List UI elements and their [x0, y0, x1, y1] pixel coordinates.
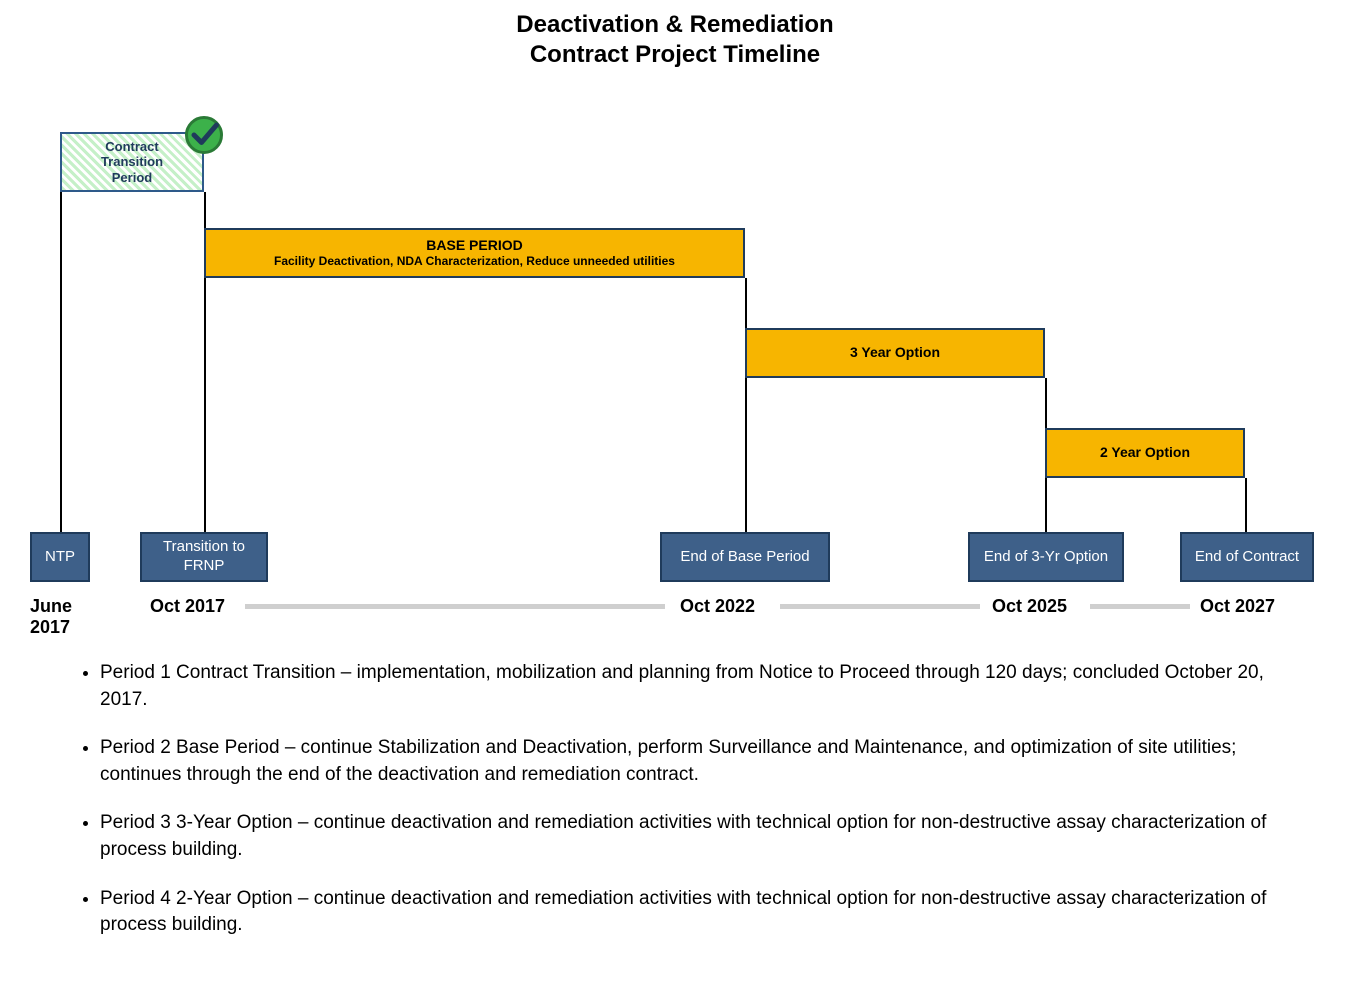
- timeline-axis-segment: [245, 604, 665, 609]
- timeline-axis-segment: [1090, 604, 1190, 609]
- period-bar-opt2: 2 Year Option: [1045, 428, 1245, 478]
- bar-title: 3 Year Option: [850, 344, 940, 362]
- milestone-end-base: End of Base Period: [660, 532, 830, 582]
- page-title: Deactivation & Remediation Contract Proj…: [20, 10, 1330, 70]
- date-label: Oct 2017: [150, 596, 225, 617]
- title-line1: Deactivation & Remediation: [20, 10, 1330, 40]
- timeline-chart: ContractTransitionPeriodBASE PERIODFacil…: [20, 80, 1330, 630]
- milestone-end-3yr: End of 3-Yr Option: [968, 532, 1124, 582]
- bullet-item: Period 1 Contract Transition – implement…: [100, 660, 1270, 713]
- timeline-vline: [745, 278, 747, 532]
- complete-check-icon: [185, 116, 223, 154]
- milestone-end-contract: End of Contract: [1180, 532, 1314, 582]
- date-label: Oct 2025: [992, 596, 1067, 617]
- description-bullets: Period 1 Contract Transition – implement…: [20, 660, 1330, 939]
- contract-transition-period-box: ContractTransitionPeriod: [60, 132, 204, 192]
- bar-subtitle: Facility Deactivation, NDA Characterizat…: [274, 254, 675, 269]
- timeline-vline: [60, 192, 62, 532]
- timeline-vline: [1245, 478, 1247, 532]
- bullet-item: Period 3 3-Year Option – continue deacti…: [100, 810, 1270, 863]
- date-label: Oct 2027: [1200, 596, 1275, 617]
- bar-title: 2 Year Option: [1100, 444, 1190, 462]
- milestone-ntp: NTP: [30, 532, 90, 582]
- period-bar-base: BASE PERIODFacility Deactivation, NDA Ch…: [204, 228, 745, 278]
- date-label: Oct 2022: [680, 596, 755, 617]
- period-bar-opt3: 3 Year Option: [745, 328, 1045, 378]
- title-line2: Contract Project Timeline: [20, 40, 1330, 70]
- bullet-item: Period 2 Base Period – continue Stabiliz…: [100, 735, 1270, 788]
- milestone-trans-frnp: Transition toFRNP: [140, 532, 268, 582]
- bar-title: BASE PERIOD: [426, 237, 522, 255]
- timeline-axis-segment: [780, 604, 980, 609]
- date-label: June2017: [30, 596, 72, 638]
- bullet-item: Period 4 2-Year Option – continue deacti…: [100, 886, 1270, 939]
